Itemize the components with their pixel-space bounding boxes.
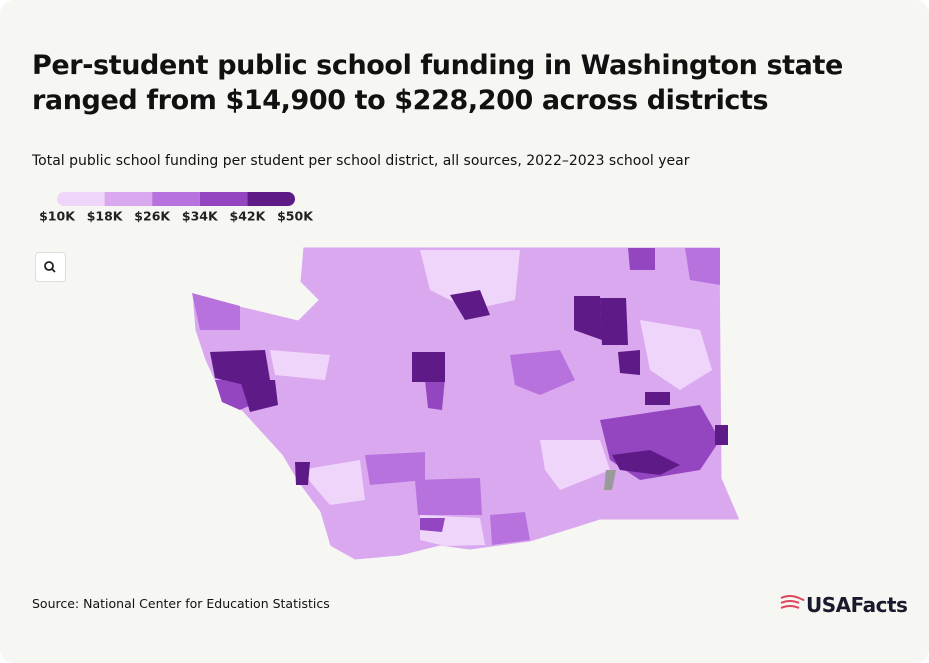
chart-subtitle: Total public school funding per student … <box>32 153 690 169</box>
district <box>628 248 655 270</box>
legend-swatch <box>247 192 295 206</box>
legend: $10K $18K $26K $34K $42K $50K <box>39 192 314 224</box>
district <box>645 392 670 405</box>
logo: USAFacts <box>806 593 908 617</box>
source: Source: National Center for Education St… <box>32 596 330 611</box>
legend-tick-label: $42K <box>230 209 267 224</box>
district <box>604 470 616 490</box>
district <box>450 290 490 320</box>
legend-tick-label: $26K <box>134 209 171 224</box>
zoom-icon <box>44 261 56 273</box>
district <box>715 425 728 445</box>
district <box>420 518 445 532</box>
legend-swatch <box>104 192 153 206</box>
district <box>210 350 270 385</box>
district <box>574 296 602 340</box>
logo-icon <box>780 595 805 609</box>
legend-swatch <box>57 192 105 206</box>
district <box>365 452 425 485</box>
district <box>490 512 530 545</box>
district <box>540 440 610 490</box>
district <box>618 350 640 375</box>
district <box>685 248 720 285</box>
legend-tick-label: $34K <box>182 209 219 224</box>
district <box>425 378 445 410</box>
district <box>415 478 482 515</box>
legend-swatch <box>152 192 200 206</box>
zoom-button[interactable] <box>35 252 66 282</box>
district <box>192 293 240 330</box>
district <box>240 380 278 412</box>
district <box>612 450 680 475</box>
district <box>640 320 712 390</box>
legend-tick-label: $50K <box>277 209 314 224</box>
chart-title: Per-student public school funding in Was… <box>32 50 843 116</box>
district <box>600 298 628 345</box>
district <box>420 250 520 310</box>
logo-flag <box>780 595 805 609</box>
district <box>510 350 575 395</box>
map <box>191 246 741 561</box>
legend-swatch <box>199 192 248 206</box>
legend-tick-label: $18K <box>87 209 124 224</box>
district <box>270 350 330 380</box>
district <box>295 462 310 485</box>
district <box>300 460 365 505</box>
legend-tick-label: $10K <box>39 209 76 224</box>
district <box>412 352 445 382</box>
